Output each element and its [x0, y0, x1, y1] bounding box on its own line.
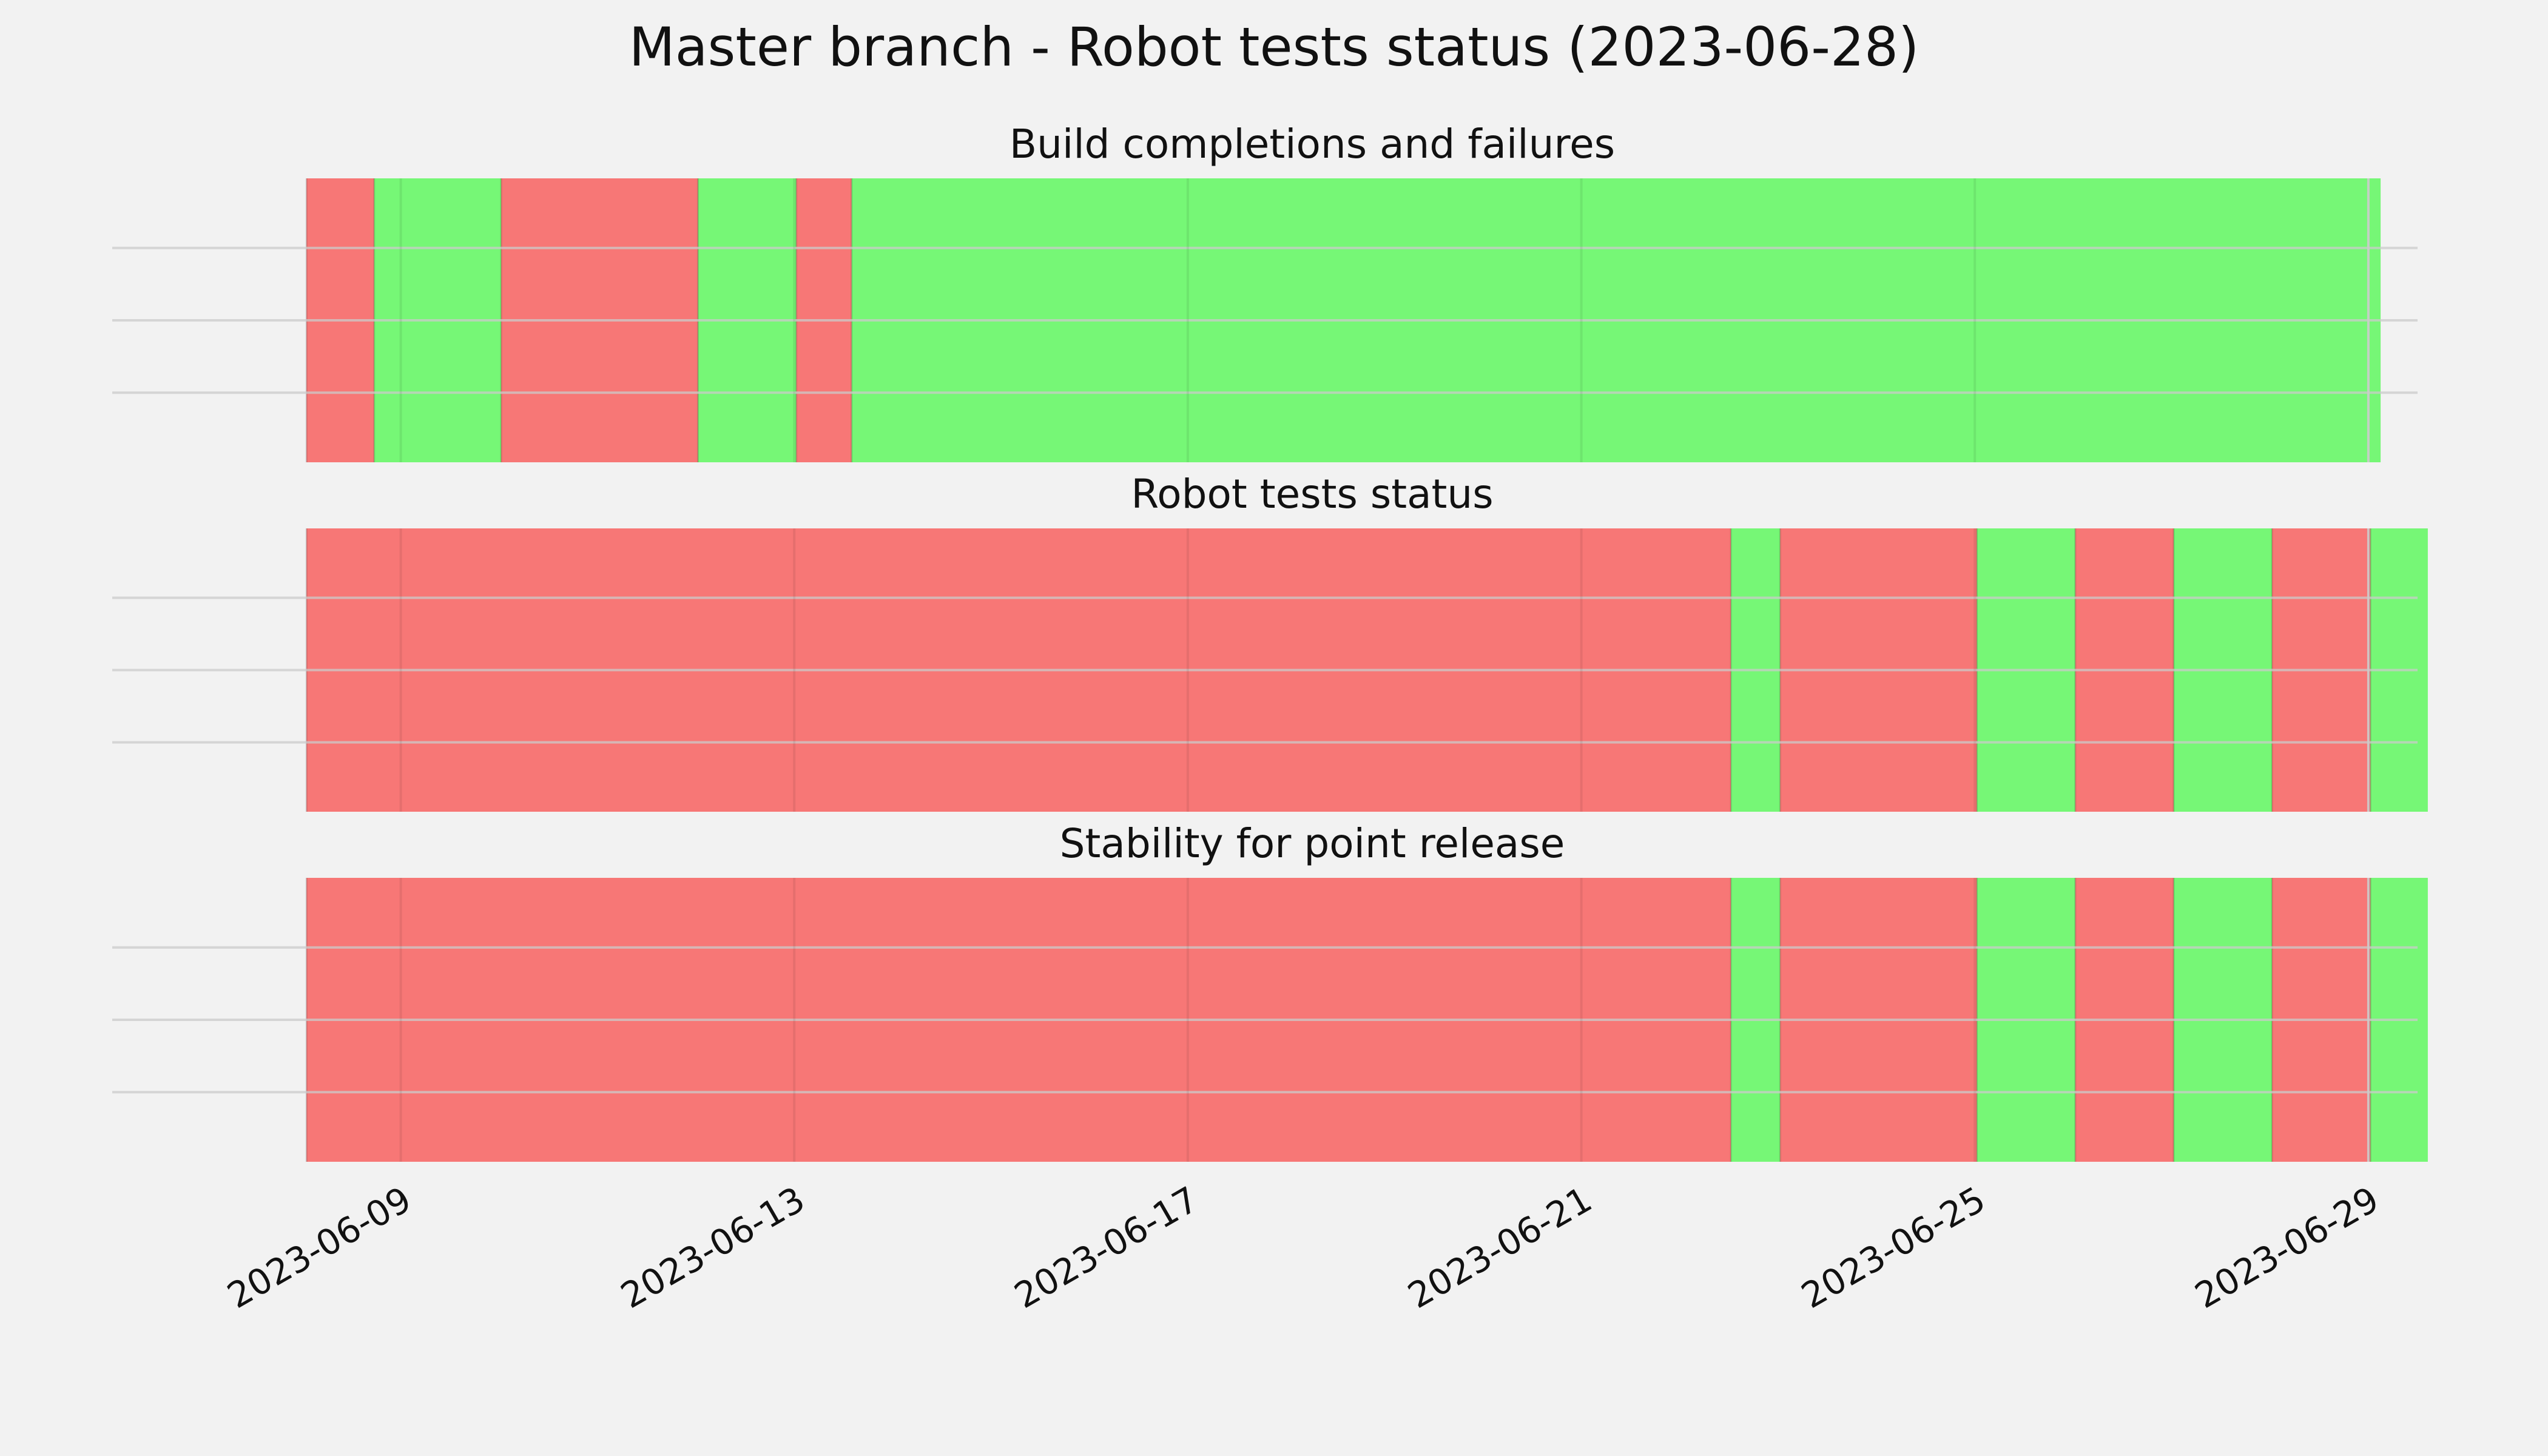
x-tick-label: 2023-06-13 [614, 1179, 812, 1316]
panel-1: Build completions and failures [112, 121, 2418, 462]
x-axis-tick-labels: 2023-06-09 2023-06-13 2023-06-17 2023-06-21… [220, 1179, 2385, 1316]
x-tick-label: 2023-06-17 [1008, 1179, 1205, 1316]
panel-title: Build completions and failures [1009, 121, 1615, 167]
x-tick-label: 2023-06-21 [1401, 1179, 1599, 1316]
panel-2: Robot tests status [112, 471, 2428, 812]
panel-title: Stability for point release [1060, 820, 1565, 867]
x-tick-label: 2023-06-09 [220, 1179, 418, 1316]
panel-title: Robot tests status [1131, 471, 1493, 517]
panel-3: Stability for point release [112, 820, 2428, 1162]
x-tick-label: 2023-06-25 [1795, 1179, 1992, 1316]
chart-title: Master branch - Robot tests status (2023… [629, 16, 1919, 78]
panels: Build completions and failures Robot test… [112, 121, 2428, 1162]
x-tick-label: 2023-06-29 [2188, 1179, 2386, 1316]
